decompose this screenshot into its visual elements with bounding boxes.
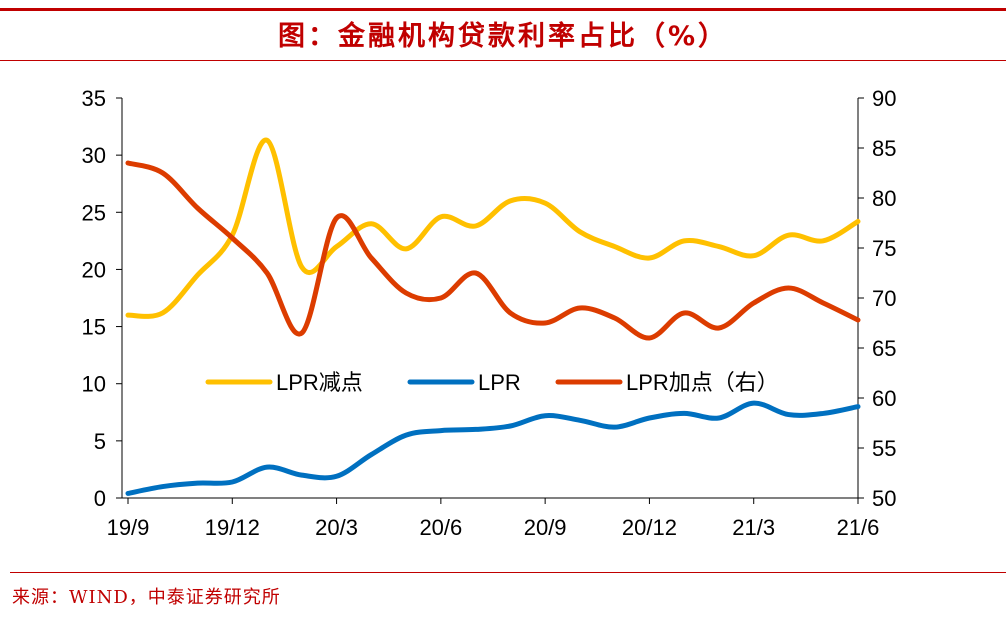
x-tick-label: 20/6 (419, 515, 462, 540)
legend-label-series-lpr-minus: LPR减点 (276, 370, 363, 395)
series-lpr-line (125, 400, 861, 496)
y-left-tick-label: 5 (94, 429, 106, 454)
y-right-tick-label: 60 (872, 386, 896, 411)
y-left-tick-label: 20 (82, 257, 106, 282)
y-left-tick-label: 15 (82, 315, 106, 340)
x-tick-label: 19/9 (107, 515, 150, 540)
x-tick-label: 21/3 (732, 515, 775, 540)
x-tick-label: 20/12 (622, 515, 677, 540)
bottom-rule (10, 572, 1006, 573)
title-rule (0, 60, 1006, 61)
y-left-tick-label: 35 (82, 86, 106, 111)
y-right-tick-label: 75 (872, 236, 896, 261)
y-right-tick-label: 85 (872, 136, 896, 161)
y-right-tick-label: 50 (872, 486, 896, 511)
source-note: 来源：WIND，中泰证券研究所 (12, 587, 281, 608)
top-rule (0, 8, 1006, 11)
x-tick-label: 19/12 (205, 515, 260, 540)
y-right-tick-label: 55 (872, 436, 896, 461)
series-lpr-minus-line (125, 137, 861, 319)
y-left-tick-label: 0 (94, 486, 106, 511)
series-lpr-plus-line (125, 160, 861, 341)
y-left-tick-label: 30 (82, 143, 106, 168)
line-chart: 0 5 10 15 20 25 30 35 50 55 60 65 70 75 80 85 90 19/9 19/1… (82, 86, 897, 540)
x-tick-label: 20/3 (315, 515, 358, 540)
legend-label-series-lpr: LPR (478, 370, 521, 395)
y-right-tick-label: 65 (872, 336, 896, 361)
legend-label-series-lpr-plus: LPR加点（右） (626, 370, 779, 395)
chart-title: 图：金融机构贷款利率占比（%） (277, 21, 729, 52)
y-left-tick-label: 10 (82, 372, 106, 397)
x-tick-label: 20/9 (524, 515, 567, 540)
y-right-tick-label: 70 (872, 286, 896, 311)
y-left-tick-label: 25 (82, 200, 106, 225)
x-tick-label: 21/6 (837, 515, 880, 540)
chart-frame: 0 5 10 15 20 25 30 35 50 55 60 65 70 75 80 85 90 19/9 19/1… (40, 72, 966, 562)
y-right-tick-label: 80 (872, 186, 896, 211)
y-right-tick-label: 90 (872, 86, 896, 111)
